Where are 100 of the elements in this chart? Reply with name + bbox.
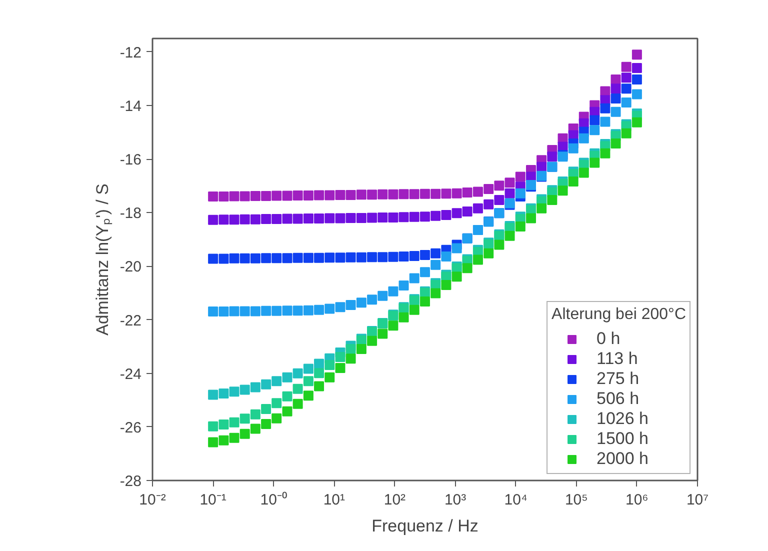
point (303, 305, 314, 316)
point (452, 243, 462, 254)
point (261, 404, 272, 414)
point (335, 352, 346, 362)
point (218, 192, 229, 202)
point (356, 298, 366, 308)
point (621, 128, 632, 138)
point (536, 203, 547, 214)
point (208, 192, 218, 202)
x-axis-title: Frequenz / Hz (372, 516, 478, 536)
point (208, 437, 218, 448)
point (547, 152, 558, 162)
point (367, 190, 378, 200)
y-tick-label: -20 (120, 258, 142, 276)
point (292, 306, 303, 316)
point (504, 188, 515, 198)
point (303, 214, 314, 224)
point (590, 115, 600, 126)
point (250, 214, 260, 224)
point (314, 358, 324, 369)
point (324, 304, 335, 314)
point (515, 172, 526, 182)
point (208, 306, 218, 316)
point (282, 372, 292, 382)
point (558, 186, 568, 196)
point (346, 252, 356, 262)
point (282, 253, 292, 264)
point (282, 406, 292, 416)
point (610, 94, 621, 104)
legend-label: 2000 h (596, 449, 649, 469)
point (632, 117, 642, 128)
point (568, 176, 578, 187)
point (378, 328, 388, 339)
point (261, 214, 272, 224)
point (314, 252, 324, 263)
point (229, 191, 240, 202)
point (229, 432, 240, 443)
point (335, 302, 346, 312)
point (240, 214, 250, 224)
point (621, 62, 632, 72)
point (261, 191, 272, 202)
point (621, 72, 632, 83)
point (441, 252, 452, 262)
point (515, 222, 526, 232)
point (378, 290, 388, 301)
point (303, 190, 314, 200)
y-tick-label: -28 (120, 473, 142, 490)
point (378, 189, 388, 200)
x-tick-label: 10² (384, 492, 406, 508)
point (229, 214, 240, 225)
point (452, 188, 462, 198)
point (484, 248, 494, 258)
legend-label: 0 h (596, 329, 620, 349)
x-tick-label: 10⁷ (686, 492, 709, 508)
point (409, 304, 420, 315)
point (484, 184, 494, 194)
point (472, 203, 483, 214)
point (346, 354, 356, 364)
point (621, 98, 632, 108)
y-axis-title: Admittanz ln(Yₚ') / S (92, 184, 113, 336)
point (335, 190, 346, 200)
point (218, 306, 229, 316)
point (282, 391, 292, 402)
legend-title: Alterung bei 200°C (552, 306, 686, 324)
point (452, 208, 462, 218)
point (240, 253, 250, 264)
point (335, 252, 346, 263)
point (610, 74, 621, 84)
point (632, 89, 642, 100)
point (504, 230, 515, 241)
point (240, 384, 250, 395)
point (208, 390, 218, 400)
point (292, 190, 303, 200)
point (240, 191, 250, 202)
point (218, 214, 229, 225)
point (600, 103, 610, 114)
y-tick-label: -24 (120, 366, 142, 383)
point (398, 252, 409, 262)
y-tick-label: -18 (120, 205, 142, 222)
point (303, 252, 314, 263)
point (324, 360, 335, 370)
point (610, 138, 621, 149)
y-tick-label: -14 (120, 98, 142, 115)
point (472, 254, 483, 265)
point (261, 306, 272, 316)
point (272, 413, 282, 424)
point (218, 254, 229, 264)
point (272, 214, 282, 224)
point (452, 272, 462, 282)
point (272, 306, 282, 316)
point (388, 189, 398, 200)
point (494, 180, 504, 191)
point (272, 398, 282, 408)
point (250, 409, 260, 420)
y-tick-label: -26 (120, 419, 142, 436)
point (420, 212, 430, 222)
point (462, 188, 472, 198)
point (600, 116, 610, 127)
point (367, 212, 378, 223)
point (314, 214, 324, 224)
